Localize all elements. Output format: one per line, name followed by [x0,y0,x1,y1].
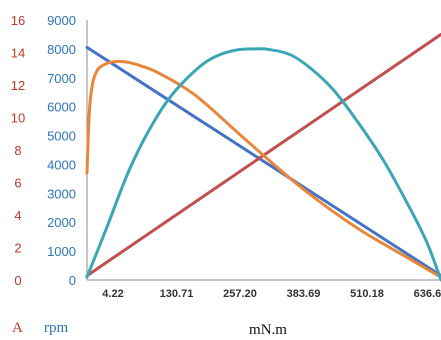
series-layer [85,32,441,282]
rpm-axis-tick-label: 1000 [47,244,76,259]
amp-unit-label: A [12,320,23,336]
left-axis-tick-label: 0 [14,273,21,288]
left-axis-tick-label: 12 [11,78,25,93]
left-axis-tick-label: 6 [14,176,21,191]
rpm-axis-tick-label: 9000 [47,13,76,28]
rpm-axis-tick-label: 4000 [47,157,76,172]
x-axis-tick-label: 257.20 [223,288,257,300]
x-axis-tick-label: 636.67 [414,288,441,300]
rpm-axis-tick-label: 5000 [47,129,76,144]
series-line-3 [85,59,441,279]
x-axis-tick-label: 4.22 [102,288,123,300]
left-axis-tick-label: 14 [11,46,25,61]
rpm-unit-label: rpm [44,320,68,336]
rpm-axis-tick-label: 2000 [47,215,76,230]
left-axis-tick-label: 10 [11,111,25,126]
x-axis-unit-label: mN.m [249,322,287,338]
left-axis-ticks: 0 2 4 6 8 10 12 14 16 [11,13,25,288]
left-axis-tick-label: 16 [11,13,25,28]
rpm-axis-tick-label: 7000 [47,71,76,86]
rpm-axis-tick-label: 3000 [47,186,76,201]
rpm-axis-tick-label: 8000 [47,42,76,57]
series-line-4 [85,47,441,282]
x-axis-tick-label: 383.69 [287,288,321,300]
x-axis-tick-label: 130.71 [160,288,194,300]
left-axis-tick-label: 4 [14,208,21,223]
series-line-1 [85,45,441,278]
left-axis-tick-label: 8 [14,143,21,158]
left-axis-tick-label: 2 [14,241,21,256]
x-axis-tick-label: 510.18 [350,288,384,300]
rpm-axis-ticks: 0 1000 2000 3000 4000 5000 6000 7000 8000 9000 [47,13,76,288]
rpm-axis-tick-label: 6000 [47,100,76,115]
rpm-axis-tick-label: 0 [69,273,76,288]
